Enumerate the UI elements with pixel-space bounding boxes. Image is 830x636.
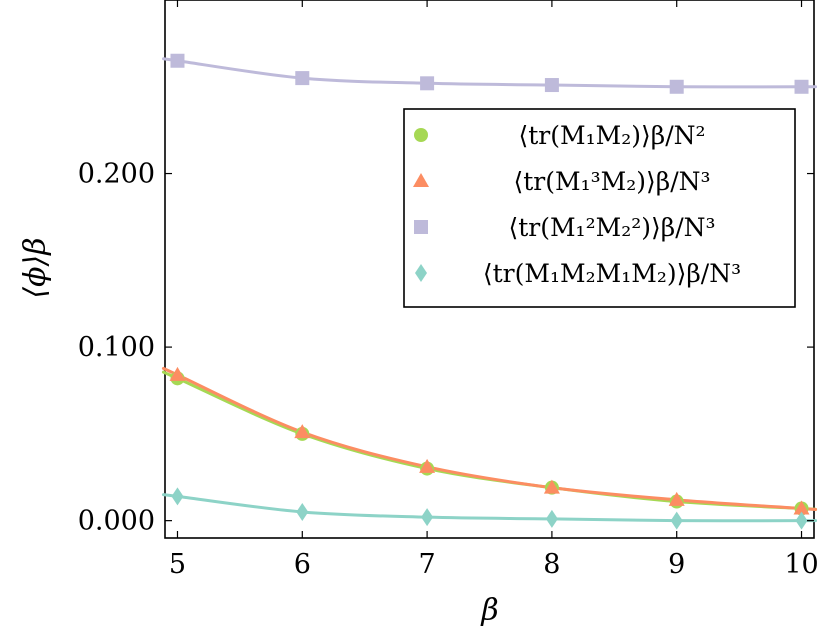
y-axis-label: ⟨ϕ⟩β	[18, 237, 53, 298]
x-tick-label: 10	[784, 549, 818, 580]
data-point	[544, 78, 559, 93]
x-tick-label: 8	[543, 549, 560, 580]
series-markers	[169, 53, 810, 530]
legend-label: ⟨tr(M₁³M₂)⟩β/N³	[513, 167, 710, 196]
legend-label: ⟨tr(M₁M₂M₁M₂)⟩β/N³	[483, 259, 741, 288]
series-curves	[161, 57, 818, 523]
legend-items: ⟨tr(M₁M₂)⟩β/N² ⟨tr(M₁³M₂)⟩β/N³ ⟨tr(M₁²M₂²)…	[413, 121, 741, 288]
legend-marker	[415, 264, 427, 282]
legend-marker	[414, 220, 428, 234]
data-point	[668, 491, 685, 506]
data-point	[419, 458, 436, 473]
legend-marker	[413, 173, 429, 187]
data-point	[296, 502, 309, 521]
y-tick-label: 0.100	[78, 332, 155, 363]
data-point	[545, 509, 558, 528]
data-point	[669, 79, 684, 94]
x-axis-ticks: 5 6 7 8 9 10	[169, 0, 819, 580]
legend-label: ⟨tr(M₁²M₂²)⟩β/N³	[508, 213, 715, 242]
data-point	[793, 500, 810, 515]
data-point	[795, 511, 808, 530]
legend-marker	[414, 128, 428, 142]
series-line	[161, 370, 818, 511]
data-point	[421, 508, 434, 527]
plot-frame	[164, 0, 815, 539]
y-tick-label: 0.000	[78, 506, 155, 537]
data-point	[543, 479, 560, 494]
x-tick-label: 9	[668, 549, 685, 580]
x-tick-label: 7	[419, 549, 436, 580]
data-point	[294, 424, 311, 439]
data-point	[295, 71, 310, 86]
x-tick-label: 5	[169, 549, 186, 580]
data-point	[169, 366, 186, 381]
series-line	[161, 57, 818, 89]
legend: ⟨tr(M₁M₂)⟩β/N² ⟨tr(M₁³M₂)⟩β/N³ ⟨tr(M₁²M₂²)…	[403, 108, 796, 308]
y-axis-ticks: 0.000 0.100 0.200	[78, 159, 814, 537]
x-axis-label: β	[480, 593, 498, 628]
y-tick-label: 0.200	[78, 159, 155, 190]
legend-label: ⟨tr(M₁M₂)⟩β/N²	[518, 121, 705, 150]
series-line	[161, 366, 818, 511]
x-tick-label: 6	[294, 549, 311, 580]
data-point	[171, 487, 184, 506]
data-point	[170, 53, 185, 68]
data-point	[420, 76, 435, 91]
series-line	[161, 493, 818, 523]
legend-box	[403, 108, 796, 308]
data-point	[794, 79, 809, 94]
data-point	[670, 511, 683, 530]
